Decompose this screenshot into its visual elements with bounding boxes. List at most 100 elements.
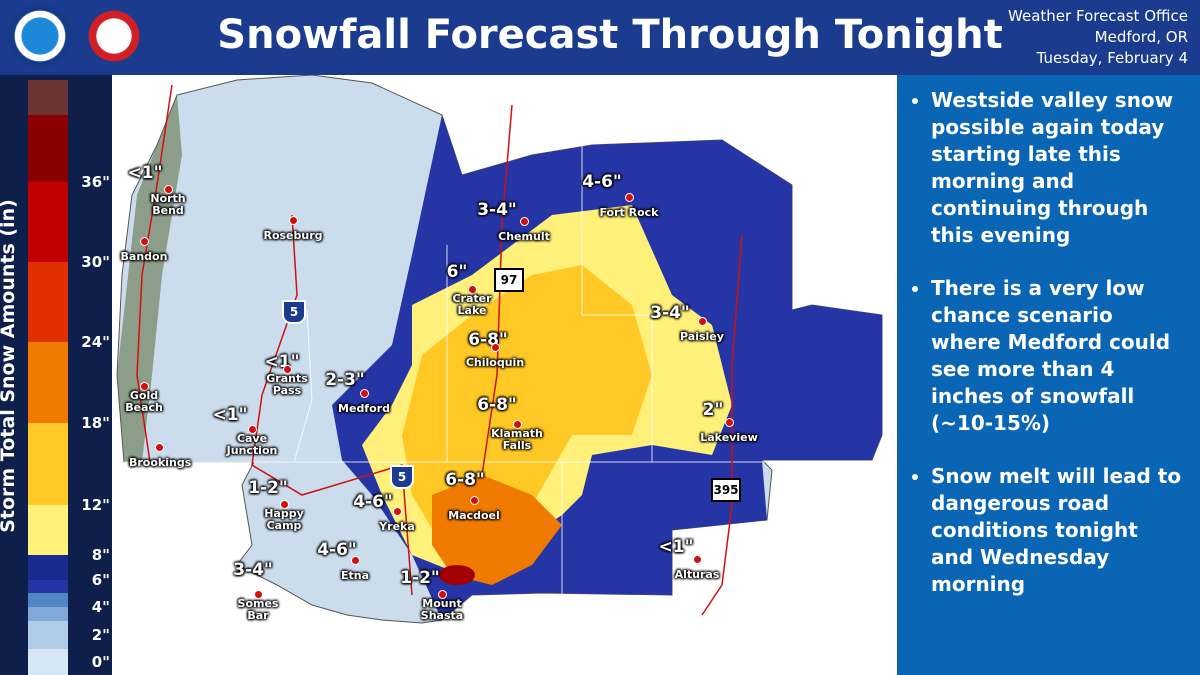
- office-line: Tuesday, February 4: [1036, 49, 1188, 67]
- city-dot: [280, 500, 289, 509]
- city-label: North Bend: [150, 192, 186, 217]
- borders: [124, 145, 882, 595]
- color-band: [28, 580, 68, 593]
- legend-tick: 0": [91, 653, 110, 671]
- color-band: [28, 115, 68, 182]
- legend-title: Storm Total Snow Amounts (in): [0, 199, 19, 533]
- legend-tick: 36": [81, 173, 110, 191]
- snow-amount: 6-8": [468, 330, 508, 350]
- color-band: [28, 607, 68, 621]
- legend-tick: 4": [91, 598, 110, 616]
- legend-tick: 6": [91, 571, 110, 589]
- snow-amount: 2-3": [325, 370, 365, 390]
- snow-amount: 2": [702, 400, 724, 420]
- color-band: [28, 182, 68, 262]
- city-dot: [520, 217, 529, 226]
- info-panel: Westside valley snow possible again toda…: [897, 75, 1200, 675]
- snow-amount: 1-2": [400, 568, 440, 588]
- snow-amount: 6-8": [477, 395, 517, 415]
- city-label: Crater Lake: [452, 292, 492, 317]
- city-label: Happy Camp: [264, 507, 304, 532]
- city-dot: [140, 382, 149, 391]
- snow-amount: 4-6": [353, 492, 393, 512]
- office-line: Weather Forecast Office: [1008, 7, 1188, 25]
- city-label: Medford: [338, 402, 390, 415]
- city-label: Yreka: [379, 520, 415, 533]
- color-band: [28, 262, 68, 342]
- city-dot: [155, 443, 164, 452]
- legend-tick: 12": [81, 496, 110, 514]
- region-12-18: [432, 475, 562, 585]
- color-band: [28, 80, 68, 115]
- bullet: Snow melt will lead to dangerous road co…: [931, 463, 1186, 598]
- map-area: <1" <1" 2-3" <1" 3-4" 6" 6-8" 6-8" 4-6" 3-4" 2" 1-2…: [112, 75, 897, 675]
- snow-amount: 3-4": [233, 560, 273, 580]
- color-band: [28, 621, 68, 649]
- color-band: [28, 593, 68, 607]
- highway-shield: 5: [390, 465, 414, 489]
- highway-shield: 97: [494, 268, 524, 292]
- city-dot: [164, 185, 173, 194]
- city-label: Chiloquin: [465, 356, 525, 369]
- legend-tick: 24": [81, 333, 110, 351]
- legend-tick: 8": [91, 546, 110, 564]
- city-label: Brookings: [129, 456, 192, 469]
- legend-tick: 2": [91, 626, 110, 644]
- city-label: Gold Beach: [125, 389, 163, 414]
- city-dot: [491, 343, 500, 352]
- city-label: Somes Bar: [237, 597, 279, 622]
- city-dot: [698, 317, 707, 326]
- color-band: [28, 342, 68, 423]
- city-dot: [470, 496, 479, 505]
- bullet: There is a very low chance scenario wher…: [931, 275, 1186, 437]
- city-dot: [625, 193, 634, 202]
- city-label: Bandon: [120, 250, 168, 263]
- color-band: [28, 505, 68, 555]
- nws-logo: [82, 4, 146, 68]
- noaa-logo: [8, 4, 72, 68]
- bullet: Westside valley snow possible again toda…: [931, 87, 1186, 249]
- snow-amount: <1": [658, 537, 694, 557]
- city-dot: [289, 216, 298, 225]
- color-band: [28, 649, 68, 675]
- snow-amount: 3-4": [650, 303, 690, 323]
- city-dot: [693, 555, 702, 564]
- city-dot: [513, 420, 522, 429]
- city-label: Klamath Falls: [491, 427, 543, 452]
- map: [116, 75, 883, 624]
- city-label: Paisley: [680, 330, 724, 343]
- city-dot: [351, 556, 360, 565]
- city-dot: [725, 418, 734, 427]
- city-dot: [283, 365, 292, 374]
- city-label: Etna: [340, 569, 370, 582]
- snow-amount: 4-6": [582, 172, 622, 192]
- color-band: [28, 423, 68, 505]
- snow-amount: 4-6": [317, 540, 357, 560]
- snow-amount: 6": [446, 262, 468, 282]
- bullet-list: Westside valley snow possible again toda…: [905, 87, 1186, 598]
- city-label: Fort Rock: [599, 206, 659, 219]
- snow-amount: 6-8": [445, 470, 485, 490]
- city-dot: [393, 507, 402, 516]
- city-label: Chemult: [498, 230, 550, 243]
- snow-amount: <1": [127, 163, 163, 183]
- city-dot: [438, 590, 447, 599]
- color-band: [28, 555, 68, 580]
- highway-shield: 395: [711, 478, 741, 502]
- legend-tick: 18": [81, 414, 110, 432]
- region-24-30: [439, 565, 475, 585]
- city-dot: [468, 285, 477, 294]
- header: Snowfall Forecast Through Tonight Weathe…: [0, 0, 1200, 75]
- region-8-12: [402, 265, 652, 545]
- office-line: Medford, OR: [1094, 28, 1188, 46]
- color-bar: [28, 80, 68, 675]
- title: Snowfall Forecast Through Tonight: [217, 12, 1003, 58]
- city-dot: [360, 389, 369, 398]
- city-label: Cave Junction: [226, 432, 278, 457]
- snow-amount: <1": [212, 405, 248, 425]
- city-dot: [254, 590, 263, 599]
- legend-tick: 30": [81, 253, 110, 271]
- city-label: Grants Pass: [266, 372, 308, 397]
- city-label: Alturas: [674, 568, 720, 581]
